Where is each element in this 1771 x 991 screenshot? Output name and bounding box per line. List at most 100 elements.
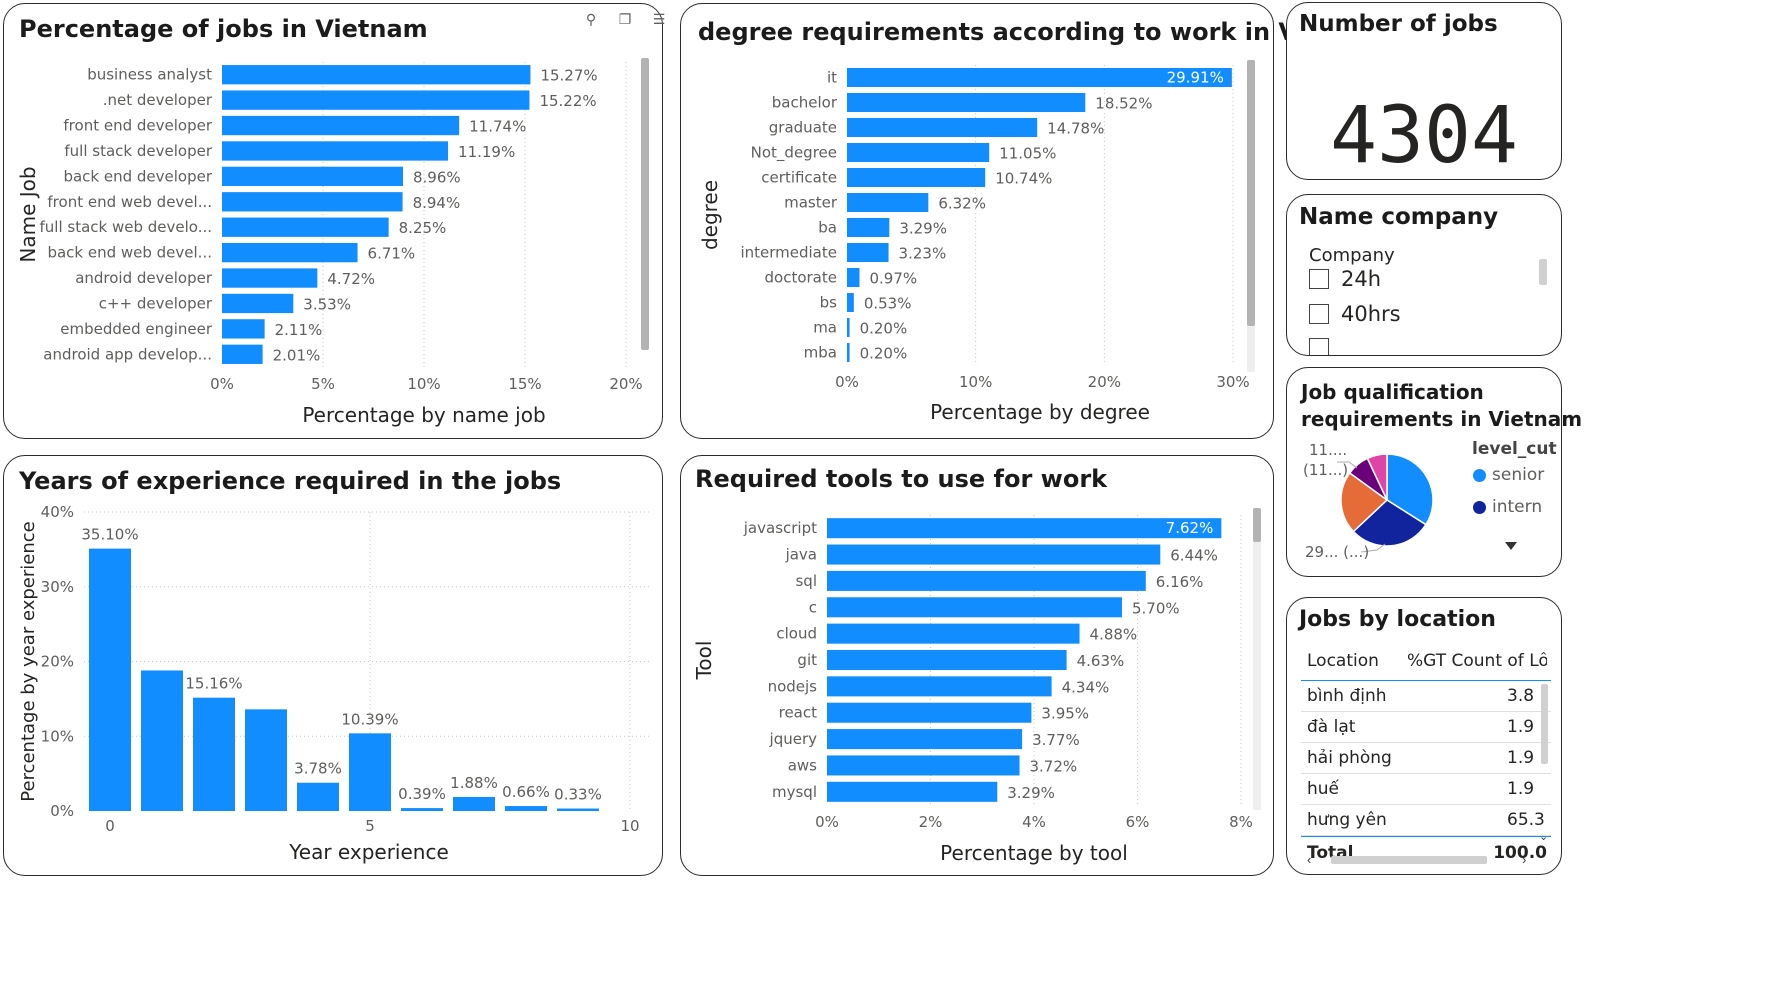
legend-intern[interactable]: intern bbox=[1473, 497, 1542, 517]
table-scrollbar-vertical[interactable] bbox=[1541, 684, 1548, 764]
bar bbox=[222, 90, 530, 110]
bar bbox=[453, 796, 495, 811]
data-label: 0.20% bbox=[860, 320, 908, 338]
bar bbox=[222, 166, 403, 187]
data-label: 3.23% bbox=[899, 245, 947, 263]
data-label: 3.29% bbox=[1007, 784, 1055, 802]
data-label: 6.32% bbox=[938, 195, 986, 213]
data-label: 4.63% bbox=[1077, 652, 1125, 670]
pie-label-top-2: (11...) bbox=[1303, 461, 1349, 479]
x-tick-label: 5 bbox=[365, 817, 375, 835]
filter-icon[interactable]: ☰ bbox=[652, 12, 666, 28]
table-row[interactable]: hải phòng 1.9 bbox=[1301, 743, 1551, 774]
pie-label-top: 11.... bbox=[1309, 441, 1348, 459]
x-tick-label: 8% bbox=[1229, 813, 1253, 831]
tools-scrollbar[interactable] bbox=[1253, 508, 1261, 542]
bar bbox=[193, 697, 235, 811]
company-option-40hrs[interactable]: 40hrs bbox=[1309, 302, 1401, 326]
x-tick-label: 0 bbox=[105, 817, 115, 835]
row-value: 1.9 bbox=[1507, 779, 1535, 799]
degree-scrollbar[interactable] bbox=[1247, 60, 1255, 326]
bar bbox=[827, 623, 1080, 644]
bar bbox=[847, 343, 850, 362]
checkbox[interactable] bbox=[1309, 338, 1329, 355]
data-label: 3.77% bbox=[1032, 731, 1080, 749]
company-slicer-header: Company bbox=[1309, 245, 1395, 266]
total-value: 100.0 bbox=[1493, 843, 1547, 863]
data-label: 1.88% bbox=[450, 774, 498, 792]
tools-chart-title: Required tools to use for work bbox=[695, 465, 1108, 493]
experience-chart-title: Years of experience required in the jobs bbox=[19, 467, 562, 495]
bar bbox=[847, 93, 1086, 112]
y-tick-label: it bbox=[827, 69, 837, 87]
company-option-24h[interactable]: 24h bbox=[1309, 267, 1381, 291]
x-tick-label: 0% bbox=[210, 375, 234, 393]
column-percentage[interactable]: %GT Count of Locati bbox=[1407, 651, 1547, 671]
degree-bar-chart: 0% 10% 20% 30% it 29.91% bachelor 18.52% graduat… bbox=[698, 65, 1250, 424]
data-label: 7.62% bbox=[1166, 519, 1214, 537]
bar bbox=[222, 192, 403, 212]
pie-slice bbox=[1366, 453, 1388, 501]
jobs-scrollbar[interactable] bbox=[641, 58, 649, 350]
column-location[interactable]: Location bbox=[1307, 651, 1379, 671]
checkbox[interactable] bbox=[1309, 269, 1329, 289]
y-tick-label: android app develop... bbox=[43, 345, 212, 363]
y-tick-label: 40% bbox=[41, 503, 74, 521]
pin-icon[interactable]: ⚲ bbox=[585, 12, 597, 28]
bar bbox=[349, 733, 391, 811]
bar bbox=[297, 782, 339, 811]
table-scroll-left-icon[interactable]: ‹ bbox=[1307, 852, 1312, 867]
data-label: 6.44% bbox=[1170, 547, 1218, 565]
table-scrollbar-horizontal[interactable] bbox=[1331, 856, 1487, 864]
pie-leader-line bbox=[1337, 461, 1358, 469]
bar bbox=[401, 808, 443, 811]
y-tick-label: jquery bbox=[769, 730, 818, 748]
legend-senior[interactable]: senior bbox=[1473, 465, 1544, 485]
y-tick-label: intermediate bbox=[740, 244, 837, 262]
experience-chart-card[interactable]: Years of experience required in the jobs… bbox=[3, 455, 663, 876]
data-label: 8.25% bbox=[399, 219, 447, 237]
data-label: 15.22% bbox=[539, 92, 596, 110]
checkbox[interactable] bbox=[1309, 304, 1329, 324]
y-tick-label: android developer bbox=[75, 269, 213, 287]
bar bbox=[827, 729, 1023, 750]
y-tick-label: mysql bbox=[772, 783, 817, 801]
data-label: 0.20% bbox=[860, 345, 908, 363]
table-scroll-down-icon[interactable]: ⌄ bbox=[1539, 831, 1549, 843]
data-label: 8.96% bbox=[413, 168, 461, 186]
tools-chart-card[interactable]: Required tools to use for work 0% 2% 4% 6% 8… bbox=[680, 455, 1274, 876]
company-option-partial[interactable] bbox=[1309, 338, 1329, 355]
pie-legend-title: level_cut bbox=[1472, 439, 1557, 459]
x-tick-label: 0% bbox=[815, 813, 839, 831]
data-label: 0.97% bbox=[869, 270, 917, 288]
y-axis-title: degree bbox=[698, 180, 722, 250]
degree-chart-card[interactable]: degree requirements according to work in… bbox=[680, 3, 1391, 439]
y-tick-label: mba bbox=[804, 344, 837, 362]
bar bbox=[827, 649, 1067, 671]
table-row[interactable]: đà lạt 1.9 bbox=[1301, 712, 1551, 743]
company-scrollbar[interactable] bbox=[1539, 259, 1547, 285]
table-scroll-up-icon[interactable]: ⌃ bbox=[1539, 651, 1549, 663]
bar bbox=[222, 217, 389, 237]
table-row[interactable]: huế 1.9 bbox=[1301, 774, 1551, 805]
y-tick-label: java bbox=[785, 546, 817, 564]
data-label: 15.16% bbox=[185, 675, 242, 693]
data-label: 29.91% bbox=[1167, 69, 1224, 87]
company-slicer-title: Name company bbox=[1299, 204, 1499, 230]
table-row[interactable]: hưng yên 65.3 bbox=[1301, 805, 1551, 836]
y-tick-label: full stack developer bbox=[64, 142, 212, 160]
tools-bar-chart: 0% 2% 4% 6% 8% javascript 7.62% java 6.44% sql 6.1… bbox=[692, 515, 1253, 865]
y-tick-label: front end web devel... bbox=[47, 193, 212, 211]
bar bbox=[827, 544, 1161, 565]
bar bbox=[89, 548, 131, 811]
jobs-chart-card[interactable]: Percentage of jobs in Vietnam ⚲ ❐ ☰ ⤢ ⋯ … bbox=[3, 3, 734, 439]
data-label: 0.33% bbox=[554, 786, 602, 804]
y-tick-label: master bbox=[784, 194, 838, 212]
data-label: 6.16% bbox=[1156, 573, 1204, 591]
copy-icon[interactable]: ❐ bbox=[618, 12, 632, 28]
table-row[interactable]: bình định 3.8 bbox=[1301, 681, 1551, 712]
y-tick-label: c bbox=[809, 598, 817, 616]
y-tick-label: back end web devel... bbox=[47, 244, 212, 262]
table-scroll-right-icon[interactable]: › bbox=[1522, 852, 1527, 867]
legend-scroll-down-icon[interactable] bbox=[1505, 542, 1517, 550]
